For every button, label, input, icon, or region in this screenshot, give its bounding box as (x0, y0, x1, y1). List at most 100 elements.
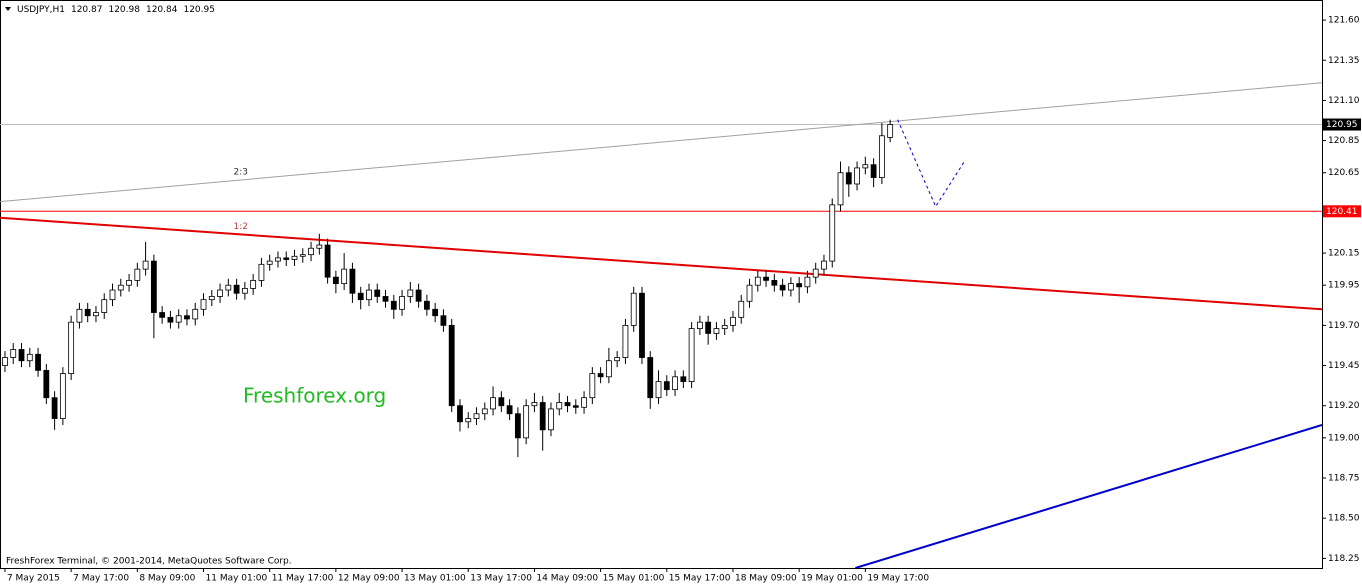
candle-body (655, 381, 662, 399)
candle-body (109, 289, 116, 301)
candle-body (663, 381, 670, 391)
y-tick-label: 120.65 (1328, 168, 1360, 178)
ohlc-value: 120.87 (71, 5, 103, 15)
candle-body (316, 244, 323, 249)
trendline (0, 216, 1322, 311)
candle-body (630, 292, 637, 326)
x-tick-label: 7 May 17:00 (73, 574, 129, 584)
candle-body (481, 408, 488, 415)
candle-body (779, 284, 786, 291)
trendline (0, 82, 1322, 203)
menu-arrow[interactable] (5, 7, 11, 11)
candle-body (845, 172, 852, 185)
candle-body (754, 276, 761, 286)
candle-body (688, 328, 695, 383)
candle-body (465, 418, 472, 423)
candle-body (241, 288, 248, 294)
candle-body (730, 316, 736, 326)
candle-body (35, 353, 41, 371)
footer: FreshForex Terminal, © 2001-2014, MetaQu… (6, 557, 292, 567)
candle-body (870, 164, 877, 178)
candle-body (514, 413, 521, 439)
candle-body (647, 357, 654, 399)
x-tick-label: 8 May 09:00 (139, 574, 195, 584)
candle-body (763, 276, 769, 281)
candle-body (490, 397, 496, 410)
candle-body (250, 279, 257, 289)
candle-body (614, 357, 621, 362)
candle-body (93, 312, 99, 317)
candle-body (457, 405, 463, 423)
candle-body (184, 315, 190, 320)
candle-body (291, 255, 298, 260)
level-label: 120.41 (1326, 207, 1358, 217)
candle-body (299, 254, 306, 257)
candle-body (837, 172, 844, 206)
candle-body (713, 328, 720, 334)
candle-body (622, 324, 629, 358)
candle-body (10, 349, 17, 358)
y-tick-label: 119.00 (1328, 433, 1360, 443)
candle-body (225, 284, 232, 291)
candle-body (548, 408, 554, 431)
trendline (855, 424, 1322, 568)
y-tick-label: 120.85 (1328, 136, 1360, 146)
candle-body (423, 300, 430, 310)
candle-body (283, 257, 290, 260)
forecast-path (897, 119, 966, 208)
y-tick-label: 121.10 (1328, 96, 1360, 106)
x-tick-label: 12 May 09:00 (338, 574, 400, 584)
chart-header: USDJPY,H1 120.87 120.98 120.84 120.95 (17, 5, 215, 15)
candle-body (51, 397, 58, 419)
candle-body (705, 321, 712, 334)
candle-body (390, 300, 397, 310)
x-tick-label: 15 May 17:00 (669, 574, 731, 584)
candle-body (639, 292, 645, 358)
candle-body (357, 292, 364, 301)
candle-body (539, 402, 546, 431)
candle-body (258, 263, 265, 281)
y-tick-label: 118.75 (1328, 474, 1360, 484)
candle-body (589, 373, 596, 399)
candle-body (887, 124, 894, 138)
trendline-label: 1:2 (233, 222, 247, 232)
candle-body (680, 376, 687, 383)
candle-body (506, 405, 513, 415)
y-tick-label: 119.70 (1328, 321, 1360, 331)
candle-body (341, 268, 348, 284)
candle-body (581, 397, 587, 408)
candle-body (159, 312, 166, 318)
candle-body (854, 167, 860, 185)
candle-body (672, 376, 678, 391)
x-tick-label: 19 May 01:00 (801, 574, 863, 584)
candle-body (721, 324, 728, 329)
x-tick-label: 19 May 17:00 (867, 574, 929, 584)
candle-body (233, 284, 240, 294)
candle-body (407, 289, 414, 297)
y-tick-label: 121.35 (1328, 56, 1360, 66)
candle-body (208, 296, 215, 301)
candle-body (68, 321, 75, 374)
candle-body (167, 316, 174, 323)
candle-body (399, 296, 405, 310)
candle-body (2, 357, 8, 366)
bid-label: 120.95 (1326, 120, 1358, 130)
candle-body (432, 308, 439, 317)
candle-body (175, 315, 182, 323)
candle-body (59, 373, 66, 419)
y-tick-label: 118.50 (1328, 514, 1360, 524)
candle-body (101, 299, 108, 313)
candle-body (771, 279, 778, 286)
candle-body (332, 276, 339, 284)
x-tick-label: 14 May 09:00 (536, 574, 598, 584)
candle-body (382, 296, 389, 302)
candle-body (605, 360, 612, 378)
candle-body (84, 308, 91, 317)
candle-body (415, 289, 422, 302)
x-tick-label: 11 May 17:00 (272, 574, 334, 584)
candle-body (448, 324, 455, 407)
candle-body (738, 300, 745, 318)
candle-body (349, 268, 356, 294)
candle-body (217, 289, 223, 297)
